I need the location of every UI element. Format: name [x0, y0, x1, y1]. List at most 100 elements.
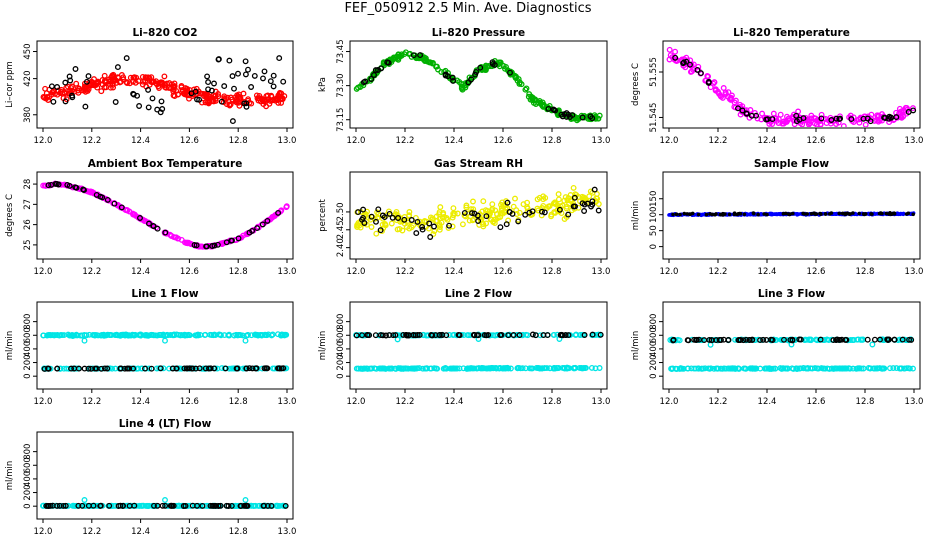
y-axis-label: ml/min: [631, 331, 641, 361]
data-point: [515, 218, 522, 225]
y-tick-label: 2.40: [336, 238, 346, 257]
data-point: [394, 336, 401, 343]
data-point: [73, 184, 80, 191]
data-point: [229, 118, 236, 125]
data-point: [275, 209, 282, 216]
data-point: [678, 212, 682, 217]
data-point: [123, 55, 130, 62]
x-tick-label: 13.0: [278, 136, 297, 146]
data-point: [170, 502, 177, 509]
data-point: [385, 208, 392, 215]
data-point: [672, 57, 679, 64]
chart-title: Line 2 Flow: [445, 288, 512, 300]
x-tick-label: 12.8: [856, 136, 875, 146]
data-point: [694, 66, 701, 73]
data-point: [480, 198, 487, 205]
data-point: [463, 204, 470, 211]
data-point: [388, 220, 395, 227]
y-tick-label: 50: [649, 225, 659, 236]
data-point: [759, 110, 766, 117]
y-tick-label: 600: [23, 327, 33, 343]
data-point: [226, 365, 233, 372]
series-magenta: [666, 46, 916, 127]
data-point: [789, 365, 796, 372]
y-tick-label: 51.545: [649, 103, 659, 133]
x-tick-label: 12.6: [494, 267, 513, 277]
data-point: [446, 222, 453, 229]
data-point: [173, 234, 180, 241]
data-point: [677, 365, 684, 372]
data-point: [436, 226, 443, 233]
data-point: [223, 239, 230, 246]
data-point: [713, 212, 717, 217]
data-point: [209, 243, 216, 249]
x-tick-label: 12.0: [34, 136, 53, 146]
data-point: [693, 336, 700, 343]
data-point: [193, 242, 200, 249]
data-point: [458, 80, 465, 87]
data-point: [252, 365, 259, 372]
data-point: [497, 365, 504, 371]
data-point: [136, 103, 143, 109]
data-point: [905, 109, 912, 115]
data-point: [195, 331, 201, 338]
chart-li-820-temperature: Li–820 Temperature 12.0 12.2 12.4 12.6 12.8 13…: [631, 27, 923, 146]
data-point: [215, 56, 222, 63]
x-tick-label: 12.0: [660, 136, 679, 146]
data-point: [150, 222, 157, 229]
data-point: [459, 221, 466, 228]
data-point: [118, 332, 125, 339]
data-point: [162, 502, 169, 509]
data-point: [818, 115, 825, 122]
data-point: [899, 211, 903, 216]
y-tick-label: 27: [23, 199, 33, 210]
data-point: [557, 332, 564, 338]
data-point: [146, 81, 153, 88]
data-point: [276, 55, 283, 62]
series-cyan-low: [353, 364, 603, 372]
data-point: [519, 365, 526, 372]
data-point: [450, 77, 457, 84]
data-point: [62, 79, 69, 86]
data-point: [103, 84, 110, 91]
data-point: [378, 65, 385, 72]
data-point: [489, 365, 496, 371]
data-point: [579, 114, 586, 121]
data-point: [464, 332, 471, 339]
data-point: [904, 212, 909, 216]
data-point: [680, 62, 687, 69]
data-point: [354, 224, 361, 230]
data-point: [519, 332, 526, 339]
data-point: [81, 337, 88, 344]
data-point: [769, 116, 776, 123]
data-point: [212, 95, 219, 102]
data-point: [392, 332, 399, 339]
data-point: [64, 181, 71, 188]
data-point: [356, 332, 362, 339]
data-point: [538, 365, 545, 372]
data-point: [361, 220, 368, 226]
data-point: [417, 52, 424, 59]
data-point: [747, 365, 754, 372]
data-point: [403, 224, 410, 230]
data-point: [765, 212, 769, 217]
x-tick-label: 12.4: [131, 527, 150, 537]
data-point: [263, 93, 270, 100]
series-black: [360, 52, 596, 122]
data-point: [510, 203, 517, 210]
data-point: [760, 336, 767, 343]
data-point: [819, 212, 823, 216]
data-point: [486, 365, 493, 372]
data-point: [840, 123, 847, 127]
data-point: [406, 212, 413, 219]
data-point: [183, 239, 190, 246]
data-point: [777, 365, 784, 372]
x-tick-label: 13.0: [278, 527, 297, 537]
data-point: [64, 83, 71, 90]
data-point: [229, 73, 236, 80]
plot-frame: [349, 171, 608, 260]
y-tick-label: 400: [336, 341, 346, 357]
data-point: [430, 231, 437, 238]
data-point: [834, 212, 838, 216]
